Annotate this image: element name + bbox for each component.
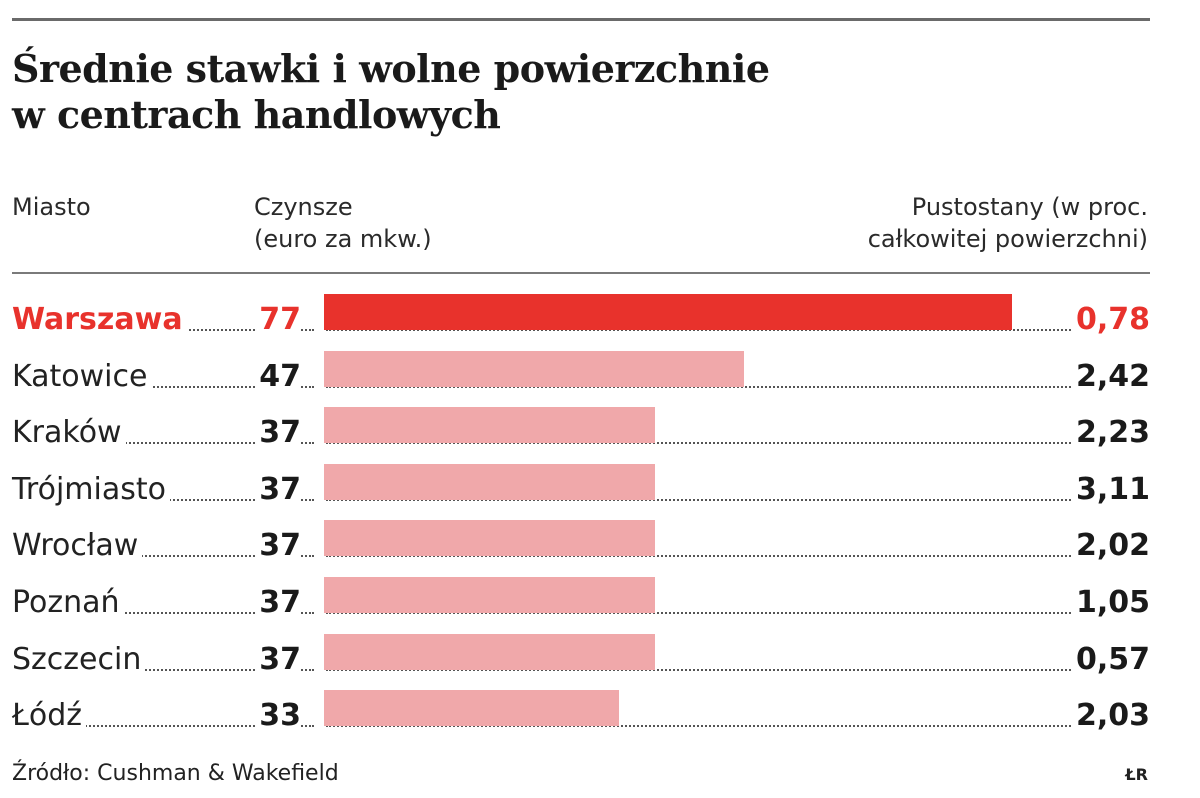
chart-title: Średnie stawki i wolne powierzchnie w ce… xyxy=(12,46,1142,138)
source-note: Źródło: Cushman & Wakefield xyxy=(12,761,339,786)
leader-dots-left xyxy=(14,725,314,727)
rent-value-label: 47 xyxy=(256,357,301,397)
leader-dots-left xyxy=(14,386,314,388)
chart-row: Wrocław 37 2,02 xyxy=(0,520,1200,576)
leader-dots-right xyxy=(326,612,1126,614)
rent-bar xyxy=(324,634,655,670)
author-credit: ŁR xyxy=(1125,765,1148,784)
vacancy-value-label: 3,11 xyxy=(1071,470,1150,510)
vacancy-value-label: 2,23 xyxy=(1071,413,1150,453)
city-label: Łódź xyxy=(12,696,87,736)
leader-dots-right xyxy=(326,555,1126,557)
header-rent: Czynsze (euro za mkw.) xyxy=(254,191,432,255)
chart-row: Poznań 37 1,05 xyxy=(0,577,1200,633)
chart-row: Łódź 33 2,03 xyxy=(0,690,1200,746)
header-vacancy: Pustostany (w proc. całkowitej powierzch… xyxy=(868,191,1148,255)
vacancy-value-label: 1,05 xyxy=(1071,583,1150,623)
top-rule xyxy=(12,18,1150,21)
leader-dots-left xyxy=(14,442,314,444)
rent-value-label: 37 xyxy=(256,470,301,510)
leader-dots-left xyxy=(14,612,314,614)
header-vacancy-line-1: Pustostany (w proc. xyxy=(911,193,1148,221)
city-label: Warszawa xyxy=(12,300,187,340)
title-line-1: Średnie stawki i wolne powierzchnie xyxy=(12,46,770,91)
leader-dots-right xyxy=(326,669,1126,671)
rent-bar xyxy=(324,464,655,500)
rent-value-label: 37 xyxy=(256,640,301,680)
city-label: Katowice xyxy=(12,357,152,397)
chart-row: Warszawa 77 0,78 xyxy=(0,294,1200,350)
chart-row: Szczecin 37 0,57 xyxy=(0,634,1200,690)
city-label: Wrocław xyxy=(12,526,143,566)
vacancy-value-label: 2,42 xyxy=(1071,357,1150,397)
header-city: Miasto xyxy=(12,193,91,221)
leader-dots-left xyxy=(14,555,314,557)
city-label: Kraków xyxy=(12,413,126,453)
rent-bar xyxy=(324,407,655,443)
chart-row: Katowice 47 2,42 xyxy=(0,351,1200,407)
rent-value-label: 33 xyxy=(256,696,301,736)
vacancy-value-label: 0,78 xyxy=(1071,300,1150,340)
rent-bar xyxy=(324,351,744,387)
chart-row: Trójmiasto 37 3,11 xyxy=(0,464,1200,520)
header-rent-line-2: (euro za mkw.) xyxy=(254,225,432,253)
leader-dots-right xyxy=(326,725,1126,727)
rent-bar xyxy=(324,294,1012,330)
rent-value-label: 77 xyxy=(256,300,301,340)
vacancy-value-label: 0,57 xyxy=(1071,640,1150,680)
header-vacancy-line-2: całkowitej powierzchni) xyxy=(867,225,1148,253)
title-line-2: w centrach handlowych xyxy=(12,92,501,137)
rent-value-label: 37 xyxy=(256,413,301,453)
leader-dots-right xyxy=(326,442,1126,444)
rent-bar xyxy=(324,690,619,726)
chart-row: Kraków 37 2,23 xyxy=(0,407,1200,463)
header-rent-line-1: Czynsze xyxy=(254,193,353,221)
rent-bar xyxy=(324,520,655,556)
rent-bar xyxy=(324,577,655,613)
header-rule xyxy=(12,272,1150,274)
vacancy-value-label: 2,02 xyxy=(1071,526,1150,566)
leader-dots-right xyxy=(326,386,1126,388)
leader-dots-right xyxy=(326,329,1126,331)
rent-value-label: 37 xyxy=(256,583,301,623)
city-label: Szczecin xyxy=(12,640,146,680)
rent-value-label: 37 xyxy=(256,526,301,566)
vacancy-value-label: 2,03 xyxy=(1071,696,1150,736)
city-label: Poznań xyxy=(12,583,124,623)
city-label: Trójmiasto xyxy=(12,470,170,510)
leader-dots-left xyxy=(14,669,314,671)
leader-dots-right xyxy=(326,499,1126,501)
